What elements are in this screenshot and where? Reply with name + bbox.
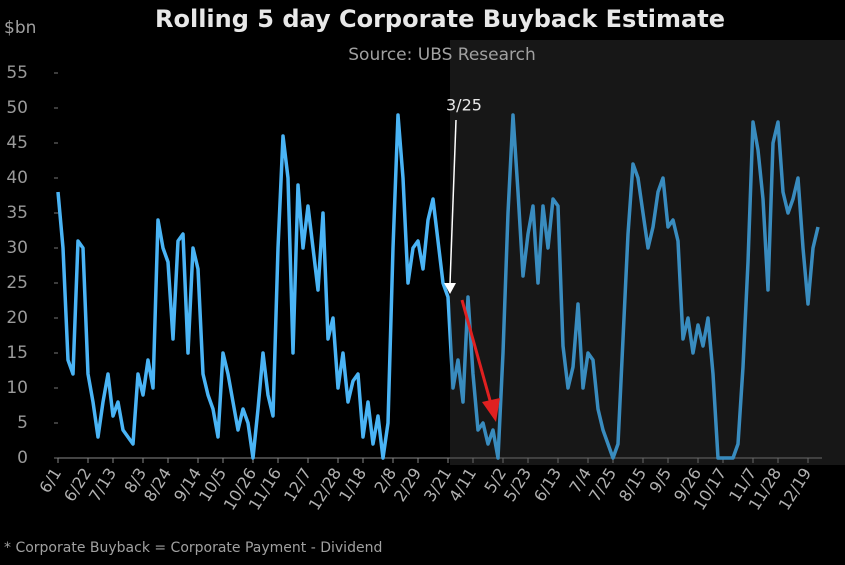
chart-title: Rolling 5 day Corporate Buyback Estimate <box>155 5 725 33</box>
y-axis-label: $bn <box>4 18 36 38</box>
y-tick-label: 5 <box>17 413 28 433</box>
y-tick-label: 30 <box>6 238 28 258</box>
y-tick-label: 40 <box>6 168 28 188</box>
y-tick-label: 20 <box>6 308 28 328</box>
chart-subtitle: Source: UBS Research <box>348 45 536 65</box>
shade-overlay <box>450 40 845 465</box>
y-tick-label: 35 <box>6 203 28 223</box>
y-tick-label: 10 <box>6 378 28 398</box>
y-tick-label: 55 <box>6 63 28 83</box>
red-arrow <box>460 299 493 405</box>
red-arrowhead <box>482 398 500 422</box>
annotation-arrowhead <box>444 283 456 294</box>
annotation-arrow <box>449 119 457 285</box>
annotation: 3/25 <box>446 96 482 115</box>
y-tick-label: 15 <box>6 343 28 363</box>
footnote: * Corporate Buyback = Corporate Payment … <box>4 540 382 556</box>
y-tick-label: 50 <box>6 98 28 118</box>
y-tick-label: 0 <box>17 448 28 468</box>
shaded-region <box>450 40 845 465</box>
y-tick-label: 45 <box>6 133 28 153</box>
y-tick-label: 25 <box>6 273 28 293</box>
series-line <box>56 113 820 460</box>
